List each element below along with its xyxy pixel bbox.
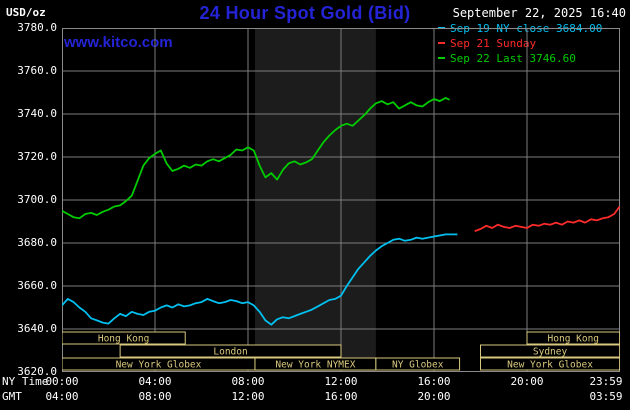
datetime-label: September 22, 2025 16:40 [452,6,626,20]
legend-item: Sep 22 Last 3746.60 [438,52,602,67]
x-axis-tick-ny: 04:00 [138,375,172,388]
plot-border [62,28,620,372]
session-label: New York Globex [116,360,202,371]
session-box [526,331,621,345]
x-axis-tick-gmt: 20:00 [417,390,451,403]
y-axis-tick-label: 3700.0 [17,193,57,206]
y-axis-tick-label: 3760.0 [17,64,57,77]
x-axis-tick-ny: 00:00 [45,375,79,388]
x-axis-tick-ny: 12:00 [324,375,358,388]
x-axis-tick-ny: 23:59 [589,375,623,388]
x-axis-tick-ny: 20:00 [510,375,544,388]
series-line-sep19 [61,233,458,326]
series-line-sep21 [474,205,621,233]
x-axis-tick-gmt: 12:00 [231,390,265,403]
x-axis-tick-gmt: 16:00 [324,390,358,403]
unit-label: USD/oz [6,6,46,19]
x-axis-tick-ny: 16:00 [417,375,451,388]
session-label: Sydney [533,347,568,358]
session-label: New York NYMEX [275,360,355,371]
gmt-axis-label: GMT [2,390,22,403]
series-line-sep22 [61,97,450,220]
ny-time-axis-label: NY Time [2,375,49,388]
x-axis-tick-gmt: 03:59 [589,390,623,403]
plot-area: Hong Kong Hong Kong London Sydney New York G… [61,28,621,372]
legend-label: Sep 21 Sunday [450,37,537,50]
session-box [375,357,461,371]
y-axis-tick-label: 3620.0 [17,365,57,378]
y-axis-tick-label: 3680.0 [17,236,57,249]
session-box [61,331,186,345]
legend-label: Sep 22 Last 3746.60 [450,52,576,65]
legend-color-dash [438,57,445,59]
y-axis-tick-label: 3660.0 [17,279,57,292]
legend-item: Sep 21 Sunday [438,37,602,52]
y-axis-tick-label: 3720.0 [17,150,57,163]
chart-canvas: Hong Kong Hong Kong London Sydney New York G… [61,28,621,372]
session-label: Hong Kong [98,334,149,345]
session-box [480,344,621,358]
kitco-watermark[interactable]: www.kitco.com [64,34,173,51]
y-axis-tick-label: 3640.0 [17,322,57,335]
session-box [119,344,342,358]
x-axis-tick-ny: 08:00 [231,375,265,388]
session-label: New York Globex [507,360,593,371]
y-axis-tick-label: 3740.0 [17,107,57,120]
x-axis-tick-gmt: 08:00 [138,390,172,403]
session-box [480,357,621,371]
session-label: NY Globex [392,360,444,371]
x-axis-tick-gmt: 04:00 [45,390,79,403]
page-title: 24 Hour Spot Gold (Bid) [199,3,411,23]
session-label: Hong Kong [548,334,599,345]
legend-color-dash [438,42,445,44]
y-axis-tick-label: 3780.0 [17,21,57,34]
session-label: London [213,347,247,358]
